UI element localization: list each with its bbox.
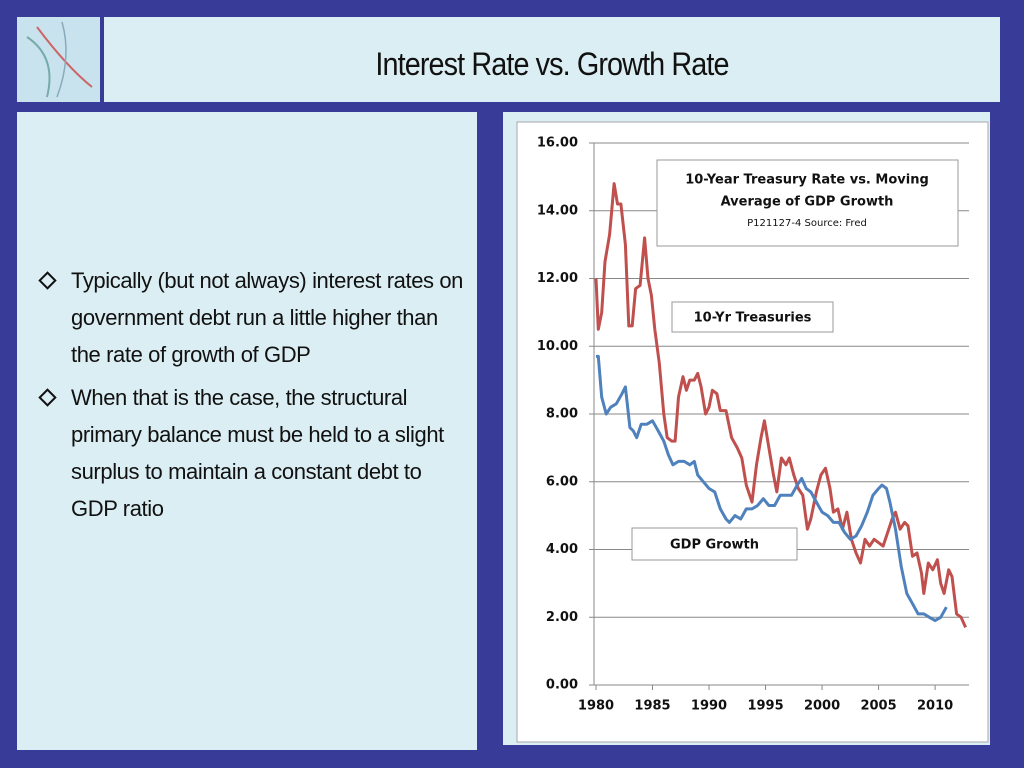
y-tick-label: 8.00: [546, 407, 578, 422]
legend-box: [631, 527, 798, 561]
chart-title: Average of GDP Growth: [721, 195, 894, 210]
series-line: [594, 182, 967, 629]
slide-title: Interest Rate vs. Growth Rate: [375, 46, 729, 82]
y-tick-label: 6.00: [546, 474, 578, 489]
x-tick-label: 1990: [691, 699, 727, 714]
x-tick-label: 1985: [634, 699, 670, 714]
logo-icon: [17, 17, 100, 102]
y-tick-label: 14.00: [537, 203, 578, 218]
y-tick-label: 4.00: [546, 542, 578, 557]
x-tick-label: 2000: [804, 699, 840, 714]
series-line: [596, 354, 948, 623]
chart-title: 10-Year Treasury Rate vs. Moving: [685, 173, 929, 188]
legend-box: [671, 301, 834, 333]
legend-label: 10-Yr Treasuries: [694, 311, 812, 326]
y-tick-label: 16.00: [537, 136, 578, 151]
bullet: Typically (but not always) interest rate…: [37, 262, 467, 373]
y-tick-label: 12.00: [537, 271, 578, 286]
x-tick-label: 1980: [578, 699, 614, 714]
y-tick-label: 0.00: [546, 678, 578, 693]
icon-art: [26, 21, 93, 98]
chart-subtitle: P121127-4 Source: Fred: [747, 218, 867, 229]
x-tick-label: 2010: [917, 699, 953, 714]
legend-label: GDP Growth: [670, 538, 759, 553]
x-tick-label: 1995: [747, 699, 783, 714]
chart-title-box: [656, 159, 959, 247]
text-panel: Typically (but not always) interest rate…: [17, 112, 477, 750]
bullet: When that is the case, the structural pr…: [37, 379, 467, 527]
header: Interest Rate vs. Growth Rate: [104, 17, 1000, 102]
bullet-list: Typically (but not always) interest rate…: [37, 262, 467, 533]
y-tick-label: 2.00: [546, 610, 578, 625]
x-tick-label: 2005: [860, 699, 896, 714]
y-tick-label: 10.00: [537, 339, 578, 354]
